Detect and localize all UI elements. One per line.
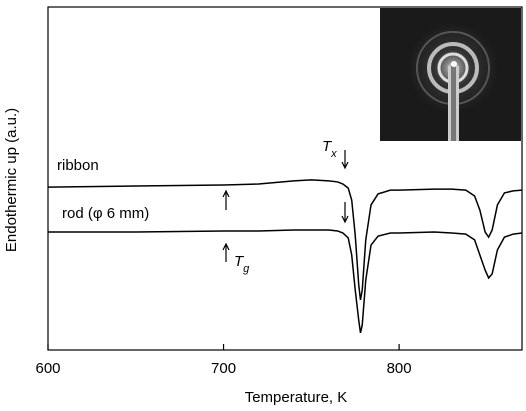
annotation-text: T	[234, 253, 245, 270]
series-label: ribbon	[57, 157, 99, 174]
annotation-sub: g	[243, 263, 250, 275]
annotation-text: T	[322, 138, 333, 155]
data-line	[48, 229, 523, 334]
series-label: rod (φ 6 mm)	[62, 205, 149, 222]
y-axis-label: Endothermic up (a.u.)	[3, 108, 20, 252]
x-tick-label: 700	[211, 360, 236, 377]
x-tick-label: 600	[35, 360, 60, 377]
x-tick-label: 800	[387, 360, 412, 377]
data-line	[47, 179, 523, 301]
annotation-sub: x	[330, 148, 337, 160]
inset-image	[380, 8, 521, 141]
annotation: Tg	[234, 253, 250, 275]
plot-frame	[47, 6, 523, 351]
annotation: Tx	[322, 138, 337, 160]
x-axis-label: Temperature, K	[245, 389, 348, 406]
arrows	[222, 150, 349, 262]
